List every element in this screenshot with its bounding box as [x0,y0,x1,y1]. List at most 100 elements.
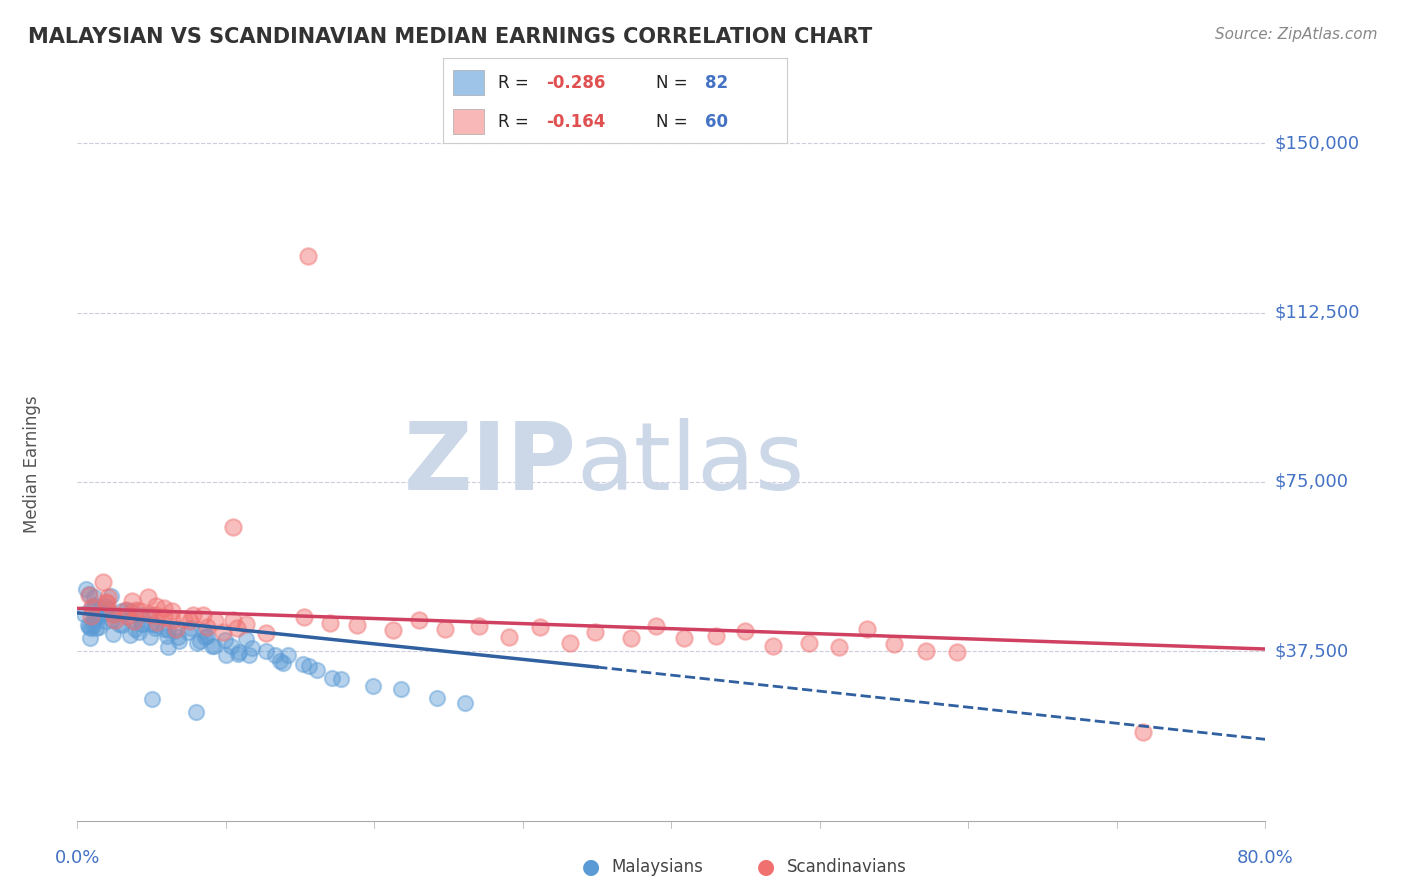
Point [115,603,138,617]
Point [856,622,879,636]
Point [84,621,107,635]
Point [329,672,352,686]
Point [129,607,152,622]
Point [219,639,242,653]
Point [160,613,183,627]
Point [620,631,643,645]
Point [111,618,134,632]
Point [277,648,299,662]
Point [292,610,315,624]
Text: $112,500: $112,500 [1275,303,1361,321]
Point [263,648,285,663]
Text: ●: ● [582,857,599,877]
Point [101,607,124,622]
Point [110,604,132,618]
Point [83,613,105,627]
Point [103,613,125,627]
Point [153,610,176,624]
Point [128,605,150,619]
Point [80,601,103,615]
Text: Malaysians: Malaysians [612,858,703,876]
Point [82,618,104,632]
Point [163,624,186,638]
Text: Source: ZipAtlas.com: Source: ZipAtlas.com [1215,27,1378,42]
FancyBboxPatch shape [453,109,484,134]
Point [89,609,111,624]
Point [77,618,100,632]
Point [226,647,249,661]
Point [191,608,214,623]
Point [186,705,208,719]
Point [156,623,179,637]
Point [529,620,551,634]
Text: ZIP: ZIP [404,417,576,510]
Point [180,621,202,635]
Text: R =: R = [498,112,529,130]
Point [120,604,142,618]
Text: R =: R = [498,73,529,92]
Point [240,640,263,655]
Point [197,620,219,634]
Point [914,643,936,657]
Point [235,632,257,647]
Point [121,593,143,607]
Point [141,691,163,706]
Point [215,648,238,662]
Point [167,631,190,645]
Point [156,629,179,643]
Point [94,595,117,609]
Point [114,603,136,617]
Text: N =: N = [657,73,688,92]
Point [96,596,118,610]
Point [77,589,100,603]
Point [201,640,224,654]
Point [139,616,162,631]
Point [453,696,475,710]
Text: ●: ● [758,857,775,877]
Text: -0.164: -0.164 [546,112,606,130]
Point [945,645,967,659]
Point [79,631,101,645]
Text: MALAYSIAN VS SCANDINAVIAN MEDIAN EARNINGS CORRELATION CHART: MALAYSIAN VS SCANDINAVIAN MEDIAN EARNING… [28,27,872,46]
Point [228,645,250,659]
Point [120,628,142,642]
Point [83,591,105,605]
Point [214,632,236,647]
Point [186,636,208,650]
Point [173,612,195,626]
Point [271,656,294,670]
Point [83,598,105,612]
Point [139,608,162,623]
Point [167,633,190,648]
Text: $75,000: $75,000 [1275,473,1348,491]
Point [188,634,211,648]
Text: 0.0%: 0.0% [55,849,100,867]
Point [72,607,94,621]
Text: atlas: atlas [576,417,804,510]
Point [467,619,489,633]
Point [560,636,582,650]
Point [101,613,124,627]
Point [204,614,226,628]
Point [108,616,131,631]
Point [80,600,103,615]
Point [762,639,785,653]
Point [319,615,342,630]
Point [269,654,291,668]
Point [96,601,118,615]
Point [706,629,728,643]
Point [179,614,201,628]
Point [89,620,111,634]
Point [433,622,456,636]
Point [131,616,153,631]
FancyBboxPatch shape [453,70,484,95]
Point [128,625,150,640]
Text: 80.0%: 80.0% [1237,849,1294,867]
Point [131,617,153,632]
Point [797,636,820,650]
Point [583,624,606,639]
Point [346,617,368,632]
Text: Median Earnings: Median Earnings [22,395,41,533]
Text: N =: N = [657,112,688,130]
Point [238,648,260,662]
